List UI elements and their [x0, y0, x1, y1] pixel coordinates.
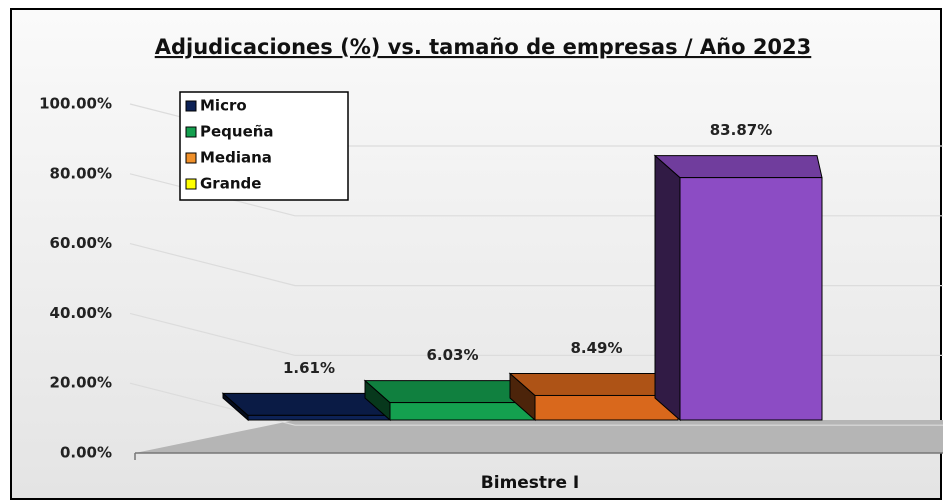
- bar-top: [653, 155, 823, 179]
- y-tick-label: 80.00%: [50, 164, 112, 182]
- legend-swatch: [185, 152, 197, 164]
- legend-label: Grande: [200, 175, 261, 193]
- y-tick-label: 60.00%: [50, 234, 112, 252]
- value-label: 8.49%: [570, 339, 622, 357]
- legend-label: Mediana: [200, 149, 272, 167]
- legend-label: Pequeña: [200, 123, 274, 141]
- floor: [135, 420, 943, 453]
- legend-swatch: [185, 126, 197, 138]
- bar-top: [508, 372, 679, 396]
- legend: [179, 91, 349, 201]
- bar: [247, 414, 391, 421]
- legend-label: Micro: [200, 97, 247, 115]
- value-label: 1.61%: [283, 359, 335, 377]
- legend-swatch: [185, 178, 197, 190]
- bar-side: [654, 154, 681, 422]
- y-tick-label: 100.00%: [39, 95, 112, 113]
- chart-title: Adjudicaciones (%) vs. tamaño de empresa…: [155, 35, 812, 59]
- legend-swatch: [185, 100, 197, 112]
- x-tick-label: Bimestre I: [481, 473, 579, 493]
- bar: [389, 402, 536, 421]
- value-label: 83.87%: [710, 121, 772, 139]
- grid-line: [129, 382, 943, 426]
- bar: [679, 177, 823, 421]
- value-label: 6.03%: [426, 346, 478, 364]
- bar: [534, 394, 679, 421]
- y-tick-label: 20.00%: [50, 374, 112, 392]
- y-tick-label: 40.00%: [50, 304, 112, 322]
- y-tick-label: 0.00%: [60, 444, 112, 462]
